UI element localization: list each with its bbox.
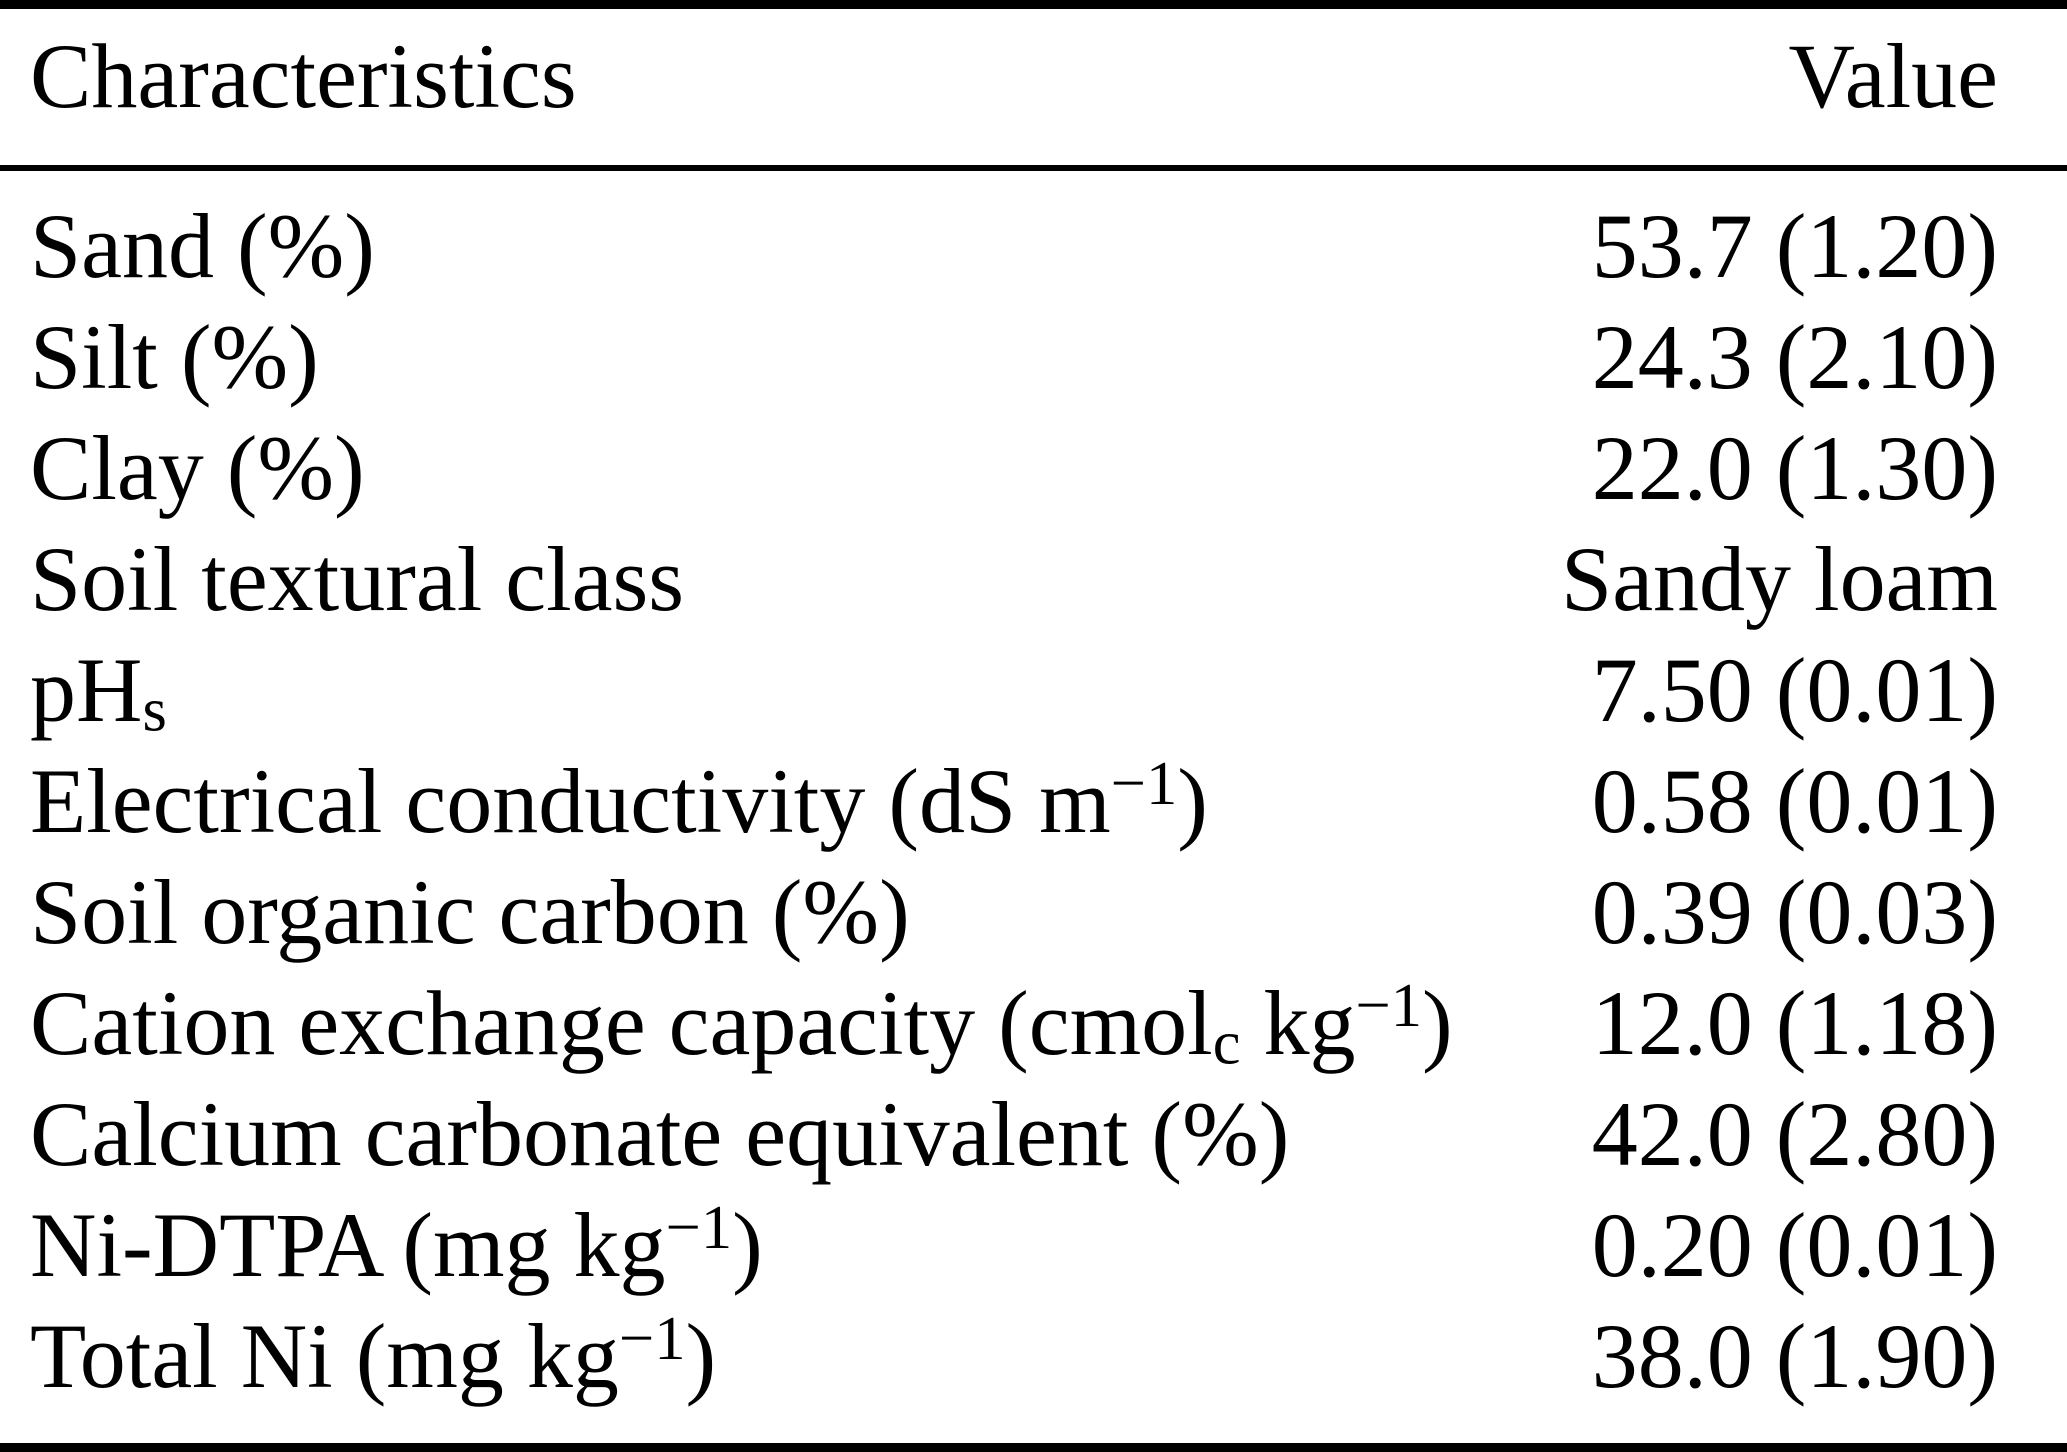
characteristic-label: Soil textural class <box>30 528 685 630</box>
characteristic-label: Clay (%) <box>30 417 365 519</box>
column-header-characteristics: Characteristics <box>30 25 577 127</box>
table-row: Silt (%) 24.3 (2.10) <box>30 302 1998 413</box>
characteristic-value: 12.0 (1.18) <box>1591 972 1998 1074</box>
characteristic-value: 24.3 (2.10) <box>1591 306 1998 408</box>
characteristic-value: 0.39 (0.03) <box>1591 861 1998 963</box>
table-row: Ni-DTPA (mg kg−1) 0.20 (0.01) <box>30 1190 1998 1301</box>
table-row: Sand (%) 53.7 (1.20) <box>30 191 1998 302</box>
characteristic-label: Silt (%) <box>30 306 319 408</box>
table-header-row: Characteristics Value <box>0 9 2067 165</box>
characteristic-value: 22.0 (1.30) <box>1591 417 1998 519</box>
characteristic-value: 0.58 (0.01) <box>1591 750 1998 852</box>
table-row: Soil organic carbon (%) 0.39 (0.03) <box>30 857 1998 968</box>
characteristic-value: Sandy loam <box>1561 528 1998 630</box>
characteristic-value: 0.20 (0.01) <box>1591 1194 1998 1296</box>
characteristic-value: 42.0 (2.80) <box>1591 1083 1998 1185</box>
characteristic-label: Cation exchange capacity (cmolc kg−1) <box>30 969 1453 1078</box>
table-top-rule <box>0 0 2067 9</box>
characteristic-label: Calcium carbonate equivalent (%) <box>30 1083 1290 1185</box>
table-header-rule <box>0 165 2067 171</box>
characteristic-label: pHs <box>30 639 167 745</box>
characteristic-label: Soil organic carbon (%) <box>30 861 910 963</box>
column-header-value: Value <box>1788 25 1998 127</box>
characteristic-label: Total Ni (mg kg−1) <box>30 1302 717 1407</box>
table-row: Electrical conductivity (dS m−1) 0.58 (0.… <box>30 746 1998 857</box>
table-row: Soil textural class Sandy loam <box>30 524 1998 635</box>
characteristic-label: Sand (%) <box>30 195 375 297</box>
table-row: Cation exchange capacity (cmolc kg−1) 12.… <box>30 968 1998 1079</box>
characteristic-value: 7.50 (0.01) <box>1591 639 1998 741</box>
table-body: Sand (%) 53.7 (1.20) Silt (%) 24.3 (2.10) Cl… <box>0 171 2067 1412</box>
table-bottom-rule <box>0 1443 2067 1452</box>
characteristic-value: 38.0 (1.90) <box>1591 1305 1998 1407</box>
characteristic-label: Ni-DTPA (mg kg−1) <box>30 1191 763 1296</box>
table-row: Calcium carbonate equivalent (%) 42.0 (2.… <box>30 1079 1998 1190</box>
table-row: Clay (%) 22.0 (1.30) <box>30 413 1998 524</box>
table-row: pHs 7.50 (0.01) <box>30 635 1998 746</box>
characteristic-value: 53.7 (1.20) <box>1591 195 1998 297</box>
table-row: Total Ni (mg kg−1) 38.0 (1.90) <box>30 1301 1998 1412</box>
characteristic-label: Electrical conductivity (dS m−1) <box>30 747 1208 852</box>
